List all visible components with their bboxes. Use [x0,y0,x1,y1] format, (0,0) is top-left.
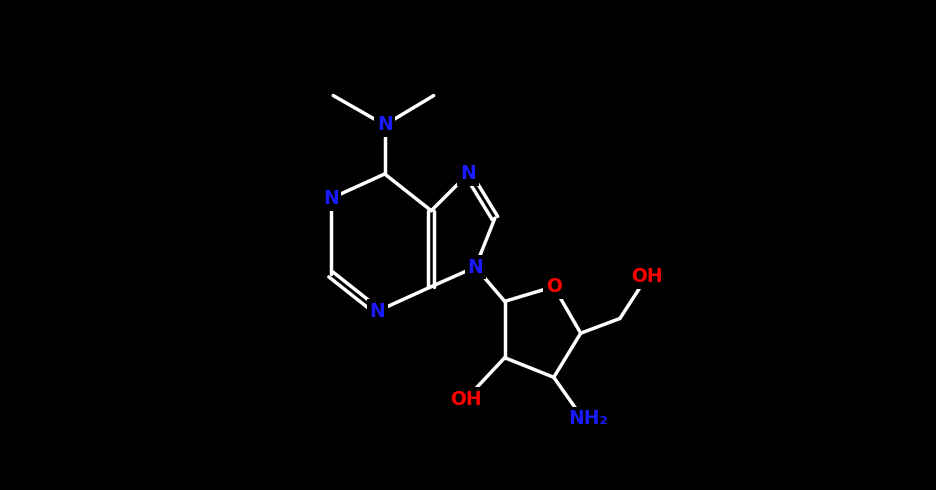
Text: N: N [377,116,392,134]
Text: N: N [461,165,475,183]
Text: NH₂: NH₂ [568,410,607,428]
Text: OH: OH [631,268,663,286]
Text: O: O [546,277,562,296]
Text: N: N [467,258,483,276]
Text: N: N [323,189,339,208]
Text: N: N [370,302,386,320]
Text: OH: OH [449,390,481,409]
